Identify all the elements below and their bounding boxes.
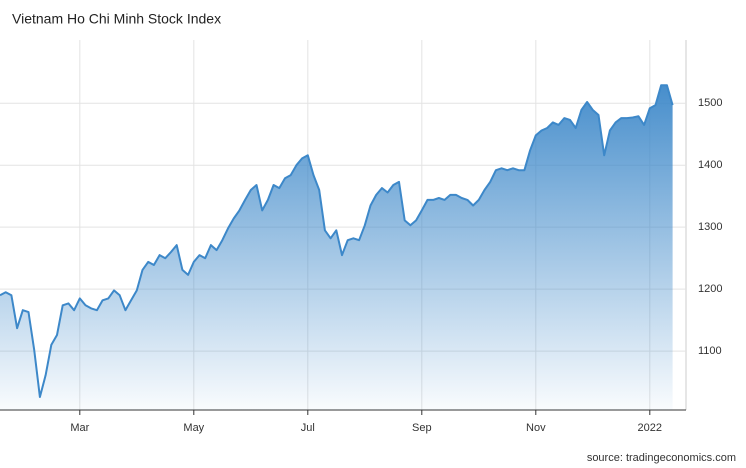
y-tick-label: 1500 — [698, 97, 722, 109]
area — [0, 85, 673, 410]
y-tick-label: 1300 — [698, 221, 722, 233]
x-tick-label: 2022 — [638, 422, 662, 434]
x-tick-label: Nov — [526, 422, 546, 434]
y-tick-label: 1100 — [698, 345, 722, 357]
x-tick-label: Mar — [70, 422, 89, 434]
chart-title: Vietnam Ho Chi Minh Stock Index — [12, 11, 221, 27]
source: source: tradingeconomics.com — [587, 452, 736, 464]
y-tick-label: 1400 — [698, 159, 722, 171]
line — [0, 84, 674, 398]
x-tick-label: Jul — [301, 422, 315, 434]
x-tick-label: Sep — [412, 422, 432, 434]
y-tick-label: 1200 — [698, 283, 722, 295]
x-tick-label: May — [183, 422, 204, 434]
